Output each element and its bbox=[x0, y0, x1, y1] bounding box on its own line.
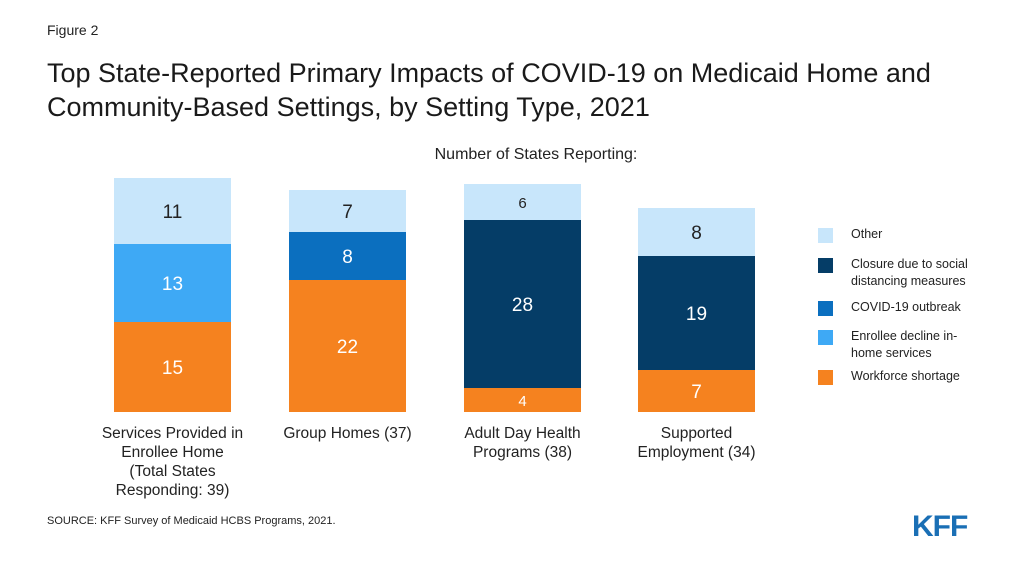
data-label: 7 bbox=[691, 382, 702, 403]
bar-segment bbox=[114, 322, 231, 412]
data-label: 6 bbox=[518, 195, 526, 212]
legend-label: Enrollee decline in-home services bbox=[851, 329, 958, 360]
figure-label: Figure 2 bbox=[47, 22, 99, 38]
legend-swatch bbox=[818, 258, 833, 273]
legend-label: Workforce shortage bbox=[851, 369, 960, 383]
data-label: 8 bbox=[342, 247, 353, 268]
legend-swatch bbox=[818, 301, 833, 316]
chart-subtitle: Number of States Reporting: bbox=[434, 146, 638, 163]
data-label: 13 bbox=[162, 274, 183, 295]
legend-swatch bbox=[818, 330, 833, 345]
legend-swatch bbox=[818, 370, 833, 385]
data-label: 28 bbox=[512, 295, 533, 316]
bar-segment bbox=[464, 220, 581, 388]
legend-swatch bbox=[818, 228, 833, 243]
legend-label: Other bbox=[851, 227, 883, 241]
category-label: Enrollee Home bbox=[121, 444, 224, 461]
category-label: Programs (38) bbox=[473, 444, 572, 461]
legend-item: Workforce shortage bbox=[818, 368, 986, 385]
category-label: Services Provided in bbox=[102, 425, 243, 442]
category-label: Employment (34) bbox=[637, 444, 755, 461]
data-label: 22 bbox=[337, 337, 358, 358]
data-label: 15 bbox=[162, 358, 183, 379]
source-note: SOURCE: KFF Survey of Medicaid HCBS Prog… bbox=[47, 515, 336, 527]
data-label: 7 bbox=[342, 202, 353, 223]
legend-item: Enrollee decline in-home services bbox=[818, 328, 986, 362]
bar-segment bbox=[638, 370, 755, 412]
data-label: 19 bbox=[686, 304, 707, 325]
chart-title: Top State-Reported Primary Impacts of CO… bbox=[47, 58, 931, 122]
legend-item: Closure due to social distancing measures bbox=[818, 256, 986, 290]
category-label: Responding: 39) bbox=[116, 482, 230, 499]
legend-label: Closure due to social distancing measures bbox=[851, 257, 968, 288]
data-label: 11 bbox=[163, 202, 183, 223]
category-label: Group Homes (37) bbox=[283, 425, 411, 442]
bar-segment bbox=[638, 256, 755, 370]
bar-segment bbox=[114, 244, 231, 322]
bar-segment bbox=[638, 208, 755, 256]
bar-segment bbox=[289, 280, 406, 412]
bar-segment bbox=[464, 388, 581, 412]
bar-segment bbox=[289, 190, 406, 232]
legend-item: COVID-19 outbreak bbox=[818, 299, 986, 316]
kff-logo: KFF bbox=[912, 510, 968, 543]
data-label: 8 bbox=[691, 223, 702, 244]
category-label: (Total States bbox=[129, 463, 215, 480]
category-label: Adult Day Health bbox=[464, 425, 580, 442]
bar-segment bbox=[114, 178, 231, 244]
legend-label: COVID-19 outbreak bbox=[851, 300, 961, 314]
category-label: Supported bbox=[661, 425, 733, 442]
bar-segment bbox=[464, 184, 581, 220]
data-label: 4 bbox=[518, 393, 526, 410]
bar-segment bbox=[289, 232, 406, 280]
legend-item: Other bbox=[818, 226, 986, 243]
